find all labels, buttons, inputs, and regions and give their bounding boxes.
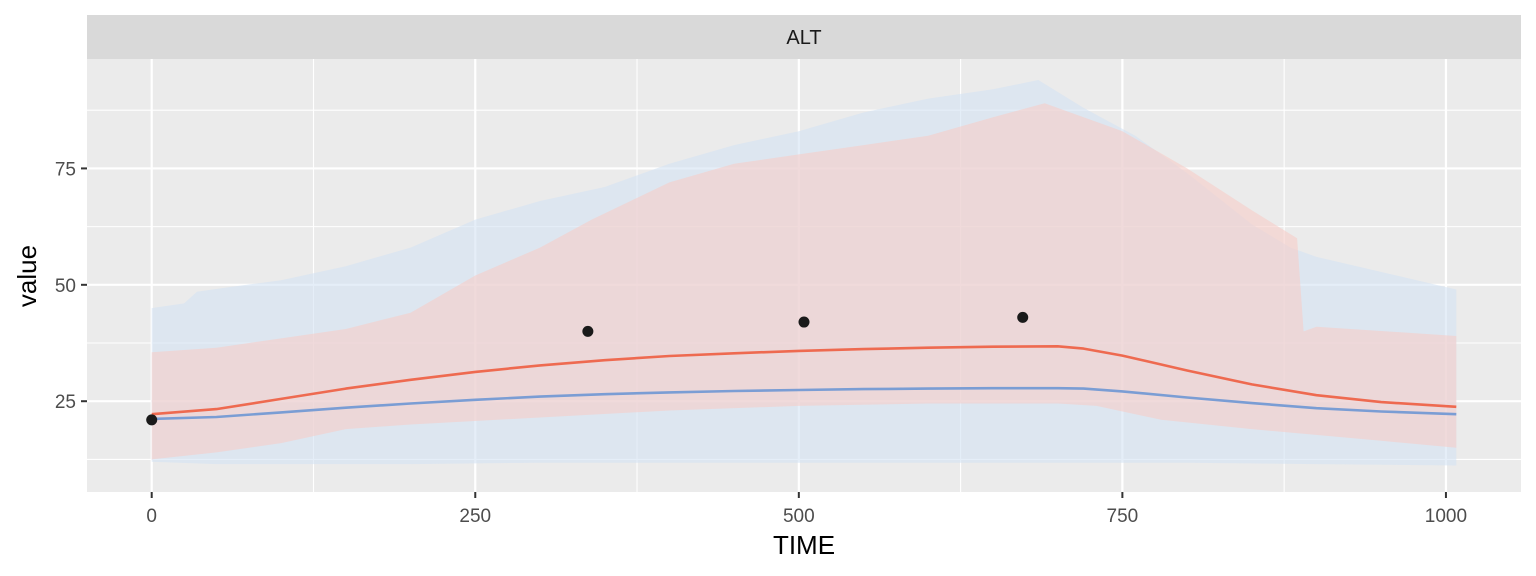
x-tick-label: 0 <box>146 506 157 527</box>
x-axis: 0 250 500 750 1000 <box>146 492 1467 527</box>
y-axis-title: value <box>12 245 42 307</box>
data-point <box>798 316 810 328</box>
series-line-0 <box>151 344 1457 416</box>
y-tick-label: 75 <box>55 159 76 180</box>
y-axis: 25 50 75 <box>55 159 87 413</box>
y-tick-label: 25 <box>55 392 76 413</box>
data-point <box>1017 311 1029 323</box>
x-tick-label: 750 <box>1107 506 1139 527</box>
series-lines <box>151 344 1457 421</box>
strip-background <box>87 15 1521 59</box>
x-tick-label: 500 <box>783 506 815 527</box>
x-tick-label: 250 <box>459 506 491 527</box>
y-tick-label: 50 <box>55 276 76 297</box>
x-axis-title: TIME <box>773 530 835 560</box>
strip-label: ALT <box>786 27 821 49</box>
observed-points <box>146 311 1029 426</box>
data-point <box>582 325 594 337</box>
x-tick-label: 1000 <box>1425 506 1467 527</box>
data-point <box>146 414 158 426</box>
series-line-1 <box>151 386 1457 421</box>
